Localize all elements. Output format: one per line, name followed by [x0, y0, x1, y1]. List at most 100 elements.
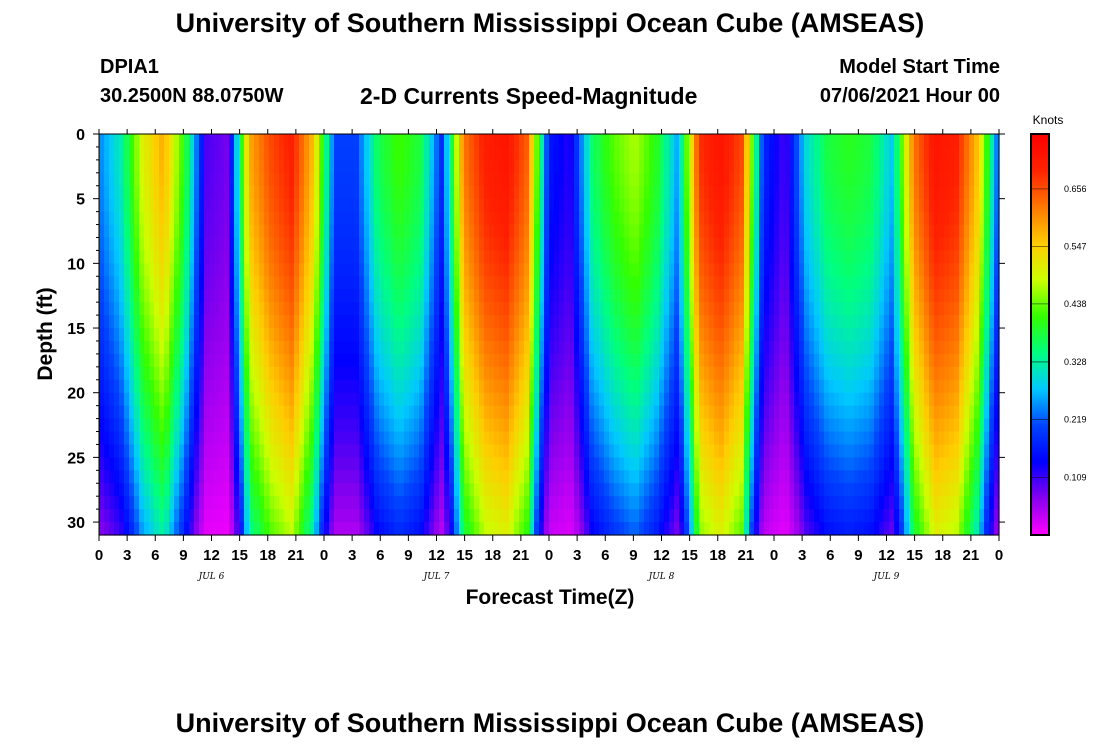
heatmap-cell: [544, 159, 550, 174]
heatmap-cell: [329, 457, 335, 471]
heatmap-cell: [279, 328, 285, 342]
heatmap-cell: [629, 159, 635, 174]
heatmap-cell: [714, 237, 720, 252]
heatmap-cell: [814, 237, 820, 252]
heatmap-cell: [294, 224, 300, 239]
heatmap-cell: [879, 289, 885, 303]
heatmap-cell: [814, 315, 820, 329]
heatmap-cell: [544, 496, 550, 510]
heatmap-cell: [859, 483, 865, 497]
heatmap-cell: [494, 522, 500, 536]
heatmap-cell: [769, 224, 775, 239]
heatmap-cell: [234, 392, 240, 407]
heatmap-cell: [694, 457, 700, 471]
heatmap-cell: [574, 289, 580, 303]
heatmap-cell: [179, 263, 185, 277]
heatmap-cell: [209, 470, 215, 484]
heatmap-cell: [779, 522, 785, 536]
heatmap-cell: [109, 366, 115, 381]
heatmap-cell: [104, 172, 110, 187]
heatmap-cell: [529, 276, 535, 290]
heatmap-cell: [594, 457, 600, 471]
heatmap-cell: [354, 522, 360, 536]
heatmap-cell: [164, 250, 170, 264]
heatmap-cell: [474, 289, 480, 303]
heatmap-cell: [574, 483, 580, 497]
heatmap-cell: [834, 134, 840, 148]
heatmap-cell: [509, 431, 515, 446]
heatmap-cell: [469, 263, 475, 277]
heatmap-cell: [319, 146, 325, 161]
heatmap-cell: [179, 509, 185, 523]
heatmap-cell: [574, 366, 580, 381]
heatmap-cell: [129, 405, 135, 420]
heatmap-cell: [174, 276, 180, 290]
heatmap-cell: [724, 185, 730, 200]
heatmap-cell: [619, 159, 625, 174]
heatmap-cell: [424, 302, 430, 316]
heatmap-cell: [104, 185, 110, 200]
heatmap-cell: [354, 431, 360, 446]
heatmap-cell: [179, 250, 185, 264]
heatmap-cell: [869, 418, 875, 433]
heatmap-cell: [704, 392, 710, 407]
heatmap-cell: [349, 353, 355, 368]
heatmap-cell: [314, 146, 320, 161]
heatmap-cell: [799, 418, 805, 433]
heatmap-cell: [439, 146, 445, 161]
heatmap-cell: [709, 509, 715, 523]
heatmap-cell: [634, 224, 640, 239]
heatmap-cell: [784, 522, 790, 536]
heatmap-cell: [289, 392, 295, 407]
heatmap-cell: [324, 496, 330, 510]
heatmap-cell: [339, 392, 345, 407]
heatmap-cell: [419, 315, 425, 329]
heatmap-cell: [544, 340, 550, 355]
heatmap-cell: [574, 146, 580, 161]
heatmap-cell: [879, 431, 885, 446]
heatmap-cell: [764, 172, 770, 187]
heatmap-cell: [804, 353, 810, 368]
heatmap-cell: [749, 522, 755, 536]
heatmap-cell: [804, 185, 810, 200]
heatmap-cell: [484, 457, 490, 471]
heatmap-cell: [774, 198, 780, 213]
heatmap-cell: [579, 405, 585, 420]
heatmap-cell: [139, 418, 145, 433]
heatmap-cell: [349, 315, 355, 329]
heatmap-cell: [784, 224, 790, 239]
heatmap-cell: [894, 444, 900, 458]
heatmap-cell: [474, 522, 480, 536]
heatmap-cell: [679, 146, 685, 161]
heatmap-cell: [334, 237, 340, 252]
heatmap-cell: [469, 366, 475, 381]
heatmap-cell: [374, 353, 380, 368]
heatmap-cell: [664, 444, 670, 458]
heatmap-cell: [744, 509, 750, 523]
heatmap-cell: [304, 315, 310, 329]
heatmap-cell: [604, 146, 610, 161]
heatmap-cell: [814, 431, 820, 446]
heatmap-cell: [424, 496, 430, 510]
heatmap-cell: [239, 315, 245, 329]
heatmap-cell: [744, 483, 750, 497]
heatmap-cell: [724, 522, 730, 536]
heatmap-cell: [114, 315, 120, 329]
heatmap-cell: [759, 328, 765, 342]
heatmap-cell: [504, 483, 510, 497]
heatmap-cell: [259, 172, 265, 187]
heatmap-cell: [824, 172, 830, 187]
heatmap-cell: [294, 457, 300, 471]
heatmap-cell: [184, 237, 190, 252]
heatmap-cell: [319, 198, 325, 213]
heatmap-cell: [744, 353, 750, 368]
heatmap-cell: [554, 198, 560, 213]
heatmap-cell: [829, 276, 835, 290]
heatmap-cell: [249, 366, 255, 381]
heatmap-cell: [849, 457, 855, 471]
heatmap-cell: [309, 483, 315, 497]
heatmap-cell: [479, 302, 485, 316]
heatmap-cell: [799, 146, 805, 161]
heatmap-cell: [379, 366, 385, 381]
heatmap-cell: [509, 315, 515, 329]
